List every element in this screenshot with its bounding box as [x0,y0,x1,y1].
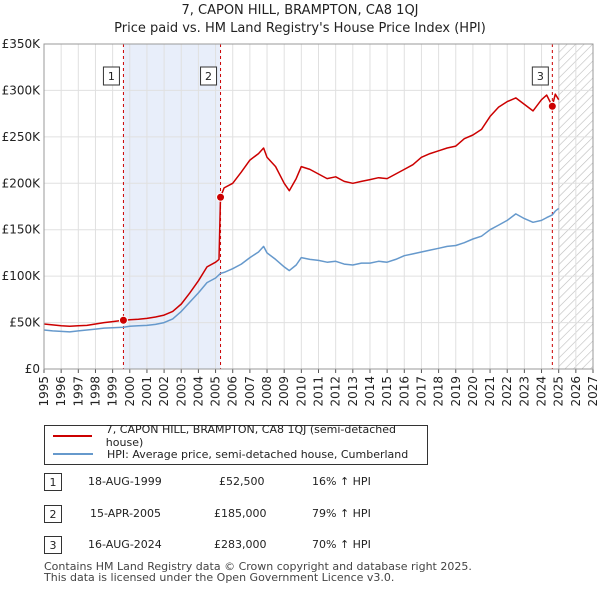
x-tick-label: 2013 [346,376,360,407]
x-tick-label: 2014 [363,376,377,407]
x-tick-label: 1995 [37,376,51,407]
footer-copyright: Contains HM Land Registry data © Crown c… [44,560,472,573]
series-property-line [44,93,560,328]
x-tick-label: 2010 [294,376,308,407]
x-tick-label: 2016 [397,376,411,407]
x-tick-label: 1999 [106,376,120,407]
chart-title: 7, CAPON HILL, BRAMPTON, CA8 1QJ [181,3,419,18]
transaction-date: 16-AUG-2024 [88,538,162,551]
marker-3-box [531,66,549,86]
transaction-num: 3 [44,536,62,554]
legend-swatch-red [53,435,92,437]
transaction-date: 18-AUG-1999 [88,475,162,488]
x-tick-label: 2019 [449,376,463,407]
transaction-price: £185,000 [214,507,267,520]
y-tick-label: £50K [9,316,41,330]
x-tick-label: 2011 [312,376,326,407]
x-tick-label: 2017 [414,376,428,407]
x-tick-label: 2000 [123,376,137,407]
transaction-hpi: 16% ↑ HPI [312,475,371,488]
y-tick-label: £350K [2,37,42,51]
x-tick-label: 2007 [243,376,257,407]
plot-border [43,43,594,370]
x-tick-label: 2002 [157,376,171,407]
x-tick-label: 2006 [226,376,240,407]
x-tick-label: 2025 [552,376,566,407]
transaction-price: £283,000 [214,538,267,551]
series-hpi-line [44,207,560,333]
x-tick-label: 2027 [586,376,600,407]
x-tick-label: 2026 [569,376,583,407]
y-tick-label: £200K [2,176,42,190]
x-tick-label: 2003 [174,376,188,407]
marker-2-box [200,66,218,86]
y-tick-label: £0 [25,362,40,376]
legend-swatch-blue [53,453,93,455]
x-tick-label: 1997 [71,376,85,407]
x-tick-label: 2005 [209,376,223,407]
x-tick-label: 2018 [432,376,446,407]
transaction-num: 1 [44,473,62,491]
legend-item-hpi: HPI: Average price, semi-detached house,… [53,445,408,463]
marker-1-label: 1 [108,70,115,83]
sale-point-3 [547,101,557,111]
sale-point-1 [118,315,128,325]
transaction-hpi: 70% ↑ HPI [312,538,371,551]
marker-2-label: 2 [205,70,212,83]
ownership-shading [123,44,221,369]
footer: Contains HM Land Registry data © Crown c… [44,561,472,583]
chart-legend: 7, CAPON HILL, BRAMPTON, CA8 1QJ (semi-d… [44,423,428,465]
transaction-num: 2 [44,505,62,523]
x-tick-label: 2009 [277,376,291,407]
x-tick-label: 1998 [88,376,102,407]
sale-point-2 [216,192,226,202]
x-tick-label: 2004 [191,376,205,407]
y-tick-label: £100K [2,269,42,283]
y-tick-label: £300K [2,83,42,97]
x-tick-label: 2022 [500,376,514,407]
x-tick-label: 2023 [517,376,531,407]
y-tick-label: £150K [2,223,42,237]
x-tick-label: 2020 [466,376,480,407]
transaction-date: 15-APR-2005 [90,507,162,520]
x-tick-label: 2015 [380,376,394,407]
y-tick-label: £250K [2,130,42,144]
legend-label-hpi: HPI: Average price, semi-detached house,… [107,447,409,461]
transaction-price: £52,500 [219,475,265,488]
legend-label-property: 7, CAPON HILL, BRAMPTON, CA8 1QJ (semi-d… [105,423,396,449]
x-tick-label: 1996 [54,376,68,407]
price-chart: 1 2 3 £0 £50K £100K £150K £200K £250K £300K £350K… [2,37,600,407]
transaction-hpi: 79% ↑ HPI [312,507,371,520]
legend-item-property: 7, CAPON HILL, BRAMPTON, CA8 1QJ (semi-d… [53,423,427,449]
x-tick-label: 2001 [140,376,154,407]
footer-license: This data is licensed under the Open Gov… [44,571,395,584]
x-tick-label: 2012 [329,376,343,407]
x-tick-label: 2024 [535,376,549,407]
marker-3-label: 3 [537,70,544,83]
x-tick-label: 2021 [483,376,497,407]
x-tick-label: 2008 [260,376,274,407]
marker-1-box [102,66,120,86]
chart-subtitle: Price paid vs. HM Land Registry's House … [114,21,486,36]
